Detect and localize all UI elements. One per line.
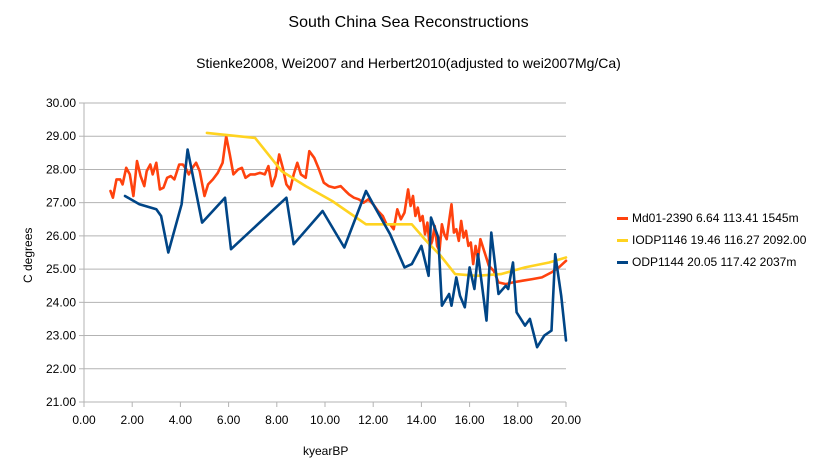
y-tick-label: 25.00 — [46, 262, 76, 276]
chart-subtitle: Stienke2008, Wei2007 and Herbert2010(adj… — [196, 55, 621, 71]
y-tick-label: 27.00 — [46, 196, 76, 210]
axes: 21.00 22.00 23.00 24.00 25.00 26.00 27.00 28.00… — [46, 96, 581, 427]
y-tick-label: 26.00 — [46, 229, 76, 243]
y-tick-label: 30.00 — [46, 96, 76, 110]
legend-swatch — [617, 260, 628, 264]
legend: Md01-2390 6.64 113.41 1545m IODP1146 19.4… — [617, 207, 806, 273]
y-tick-label: 28.00 — [46, 162, 76, 176]
legend-item: ODP1144 20.05 117.42 2037m — [617, 251, 806, 273]
x-tick-label: 6.00 — [217, 413, 241, 427]
series-line-3 — [123, 148, 568, 349]
y-tick-label: 29.00 — [46, 129, 76, 143]
series-lines — [109, 131, 568, 349]
x-tick-label: 4.00 — [169, 413, 193, 427]
x-tick-label: 16.00 — [455, 413, 485, 427]
y-tick-label: 22.00 — [46, 362, 76, 376]
x-tick-label: 20.00 — [551, 413, 581, 427]
x-tick-label: 18.00 — [503, 413, 533, 427]
legend-swatch — [617, 216, 628, 220]
y-tick-label: 21.00 — [46, 395, 76, 409]
x-tick-label: 12.00 — [358, 413, 388, 427]
legend-label: ODP1144 20.05 117.42 2037m — [632, 255, 797, 269]
y-tick-label: 23.00 — [46, 329, 76, 343]
series-line-1 — [109, 134, 568, 286]
legend-item: Md01-2390 6.64 113.41 1545m — [617, 207, 806, 229]
legend-swatch — [617, 238, 628, 242]
x-tick-label: 2.00 — [121, 413, 145, 427]
chart-title: South China Sea Reconstructions — [288, 14, 529, 31]
legend-label: IODP1146 19.46 116.27 2092.00 — [632, 233, 807, 247]
x-tick-label: 0.00 — [72, 413, 96, 427]
legend-label: Md01-2390 6.64 113.41 1545m — [632, 211, 799, 225]
x-tick-label: 8.00 — [265, 413, 289, 427]
y-tick-label: 24.00 — [46, 295, 76, 309]
legend-item: IODP1146 19.46 116.27 2092.00 — [617, 229, 806, 251]
x-axis-label: kyearBP — [303, 444, 349, 458]
x-tick-label: 10.00 — [310, 413, 340, 427]
series-line-2 — [205, 131, 568, 278]
x-tick-label: 14.00 — [406, 413, 436, 427]
